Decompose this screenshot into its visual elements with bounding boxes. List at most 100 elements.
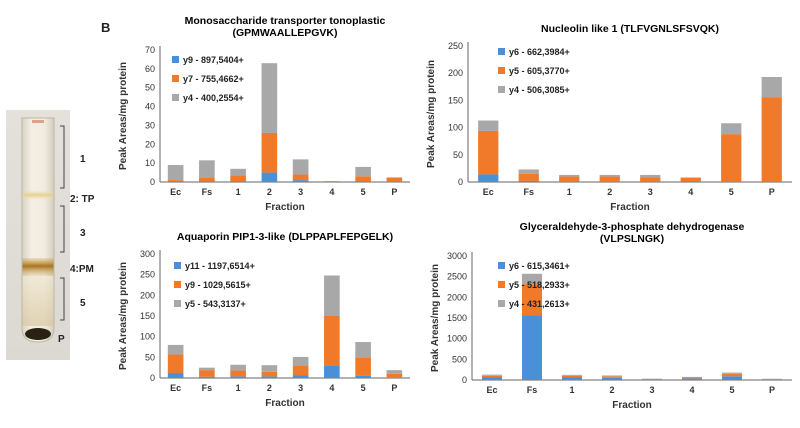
x-tick-label: 2 (267, 187, 272, 197)
y-tick-label: 2500 (447, 272, 467, 282)
bar-y11-2 (261, 376, 278, 378)
bar-y4-4 (324, 181, 340, 182)
x-tick-label: Ec (486, 385, 497, 395)
bar-y9-2 (261, 371, 278, 377)
legend-label: y5 - 605,3770+ (509, 66, 570, 76)
y-tick-label: 3000 (447, 251, 467, 261)
tube-label-3: 3 (80, 228, 86, 239)
bar-y6-fs (518, 180, 539, 182)
bar-y5-3 (640, 177, 661, 182)
bar-y6-1 (559, 181, 580, 182)
legend-label: y6 - 662,3984+ (509, 47, 570, 57)
chart-subtitle: (GPMWAALLEPGVK) (233, 27, 338, 39)
bar-y4-p (761, 77, 782, 98)
x-tick-label: 2 (609, 385, 614, 395)
tonoplast-band (22, 190, 54, 200)
x-tick-label: P (391, 383, 397, 393)
bar-y5-2 (602, 376, 622, 378)
bar-y6-fs (522, 315, 542, 380)
bar-y6-p (761, 181, 782, 182)
x-axis-title: Fraction (610, 202, 649, 213)
legend-label: y5 - 543,3137+ (185, 299, 246, 309)
x-axis-title: Fraction (265, 398, 304, 409)
x-tick-label: 5 (729, 187, 734, 197)
x-tick-label: Ec (170, 187, 181, 197)
bar-y5-4 (680, 177, 701, 182)
x-tick-label: 1 (567, 187, 572, 197)
bar-y6-ec (482, 377, 502, 380)
legend-swatch (498, 86, 505, 93)
x-tick-label: 4 (329, 187, 334, 197)
x-tick-label: 3 (298, 383, 303, 393)
bar-y9-3 (292, 180, 309, 182)
x-axis-title: Fraction (265, 202, 304, 213)
y-tick-label: 0 (458, 177, 463, 187)
bar-y9-ec (167, 181, 184, 182)
bar-y5-fs (522, 284, 542, 316)
bar-y5-fs (199, 367, 215, 371)
bar-y5-4 (324, 275, 340, 316)
legend-label: y6 - 615,3461+ (509, 261, 570, 271)
chart-svg: Nucleolin like 1 (TLFVGNLSFSVQK)05010015… (426, 23, 792, 213)
chart-subtitle: (VLPSLNGK) (600, 233, 664, 245)
legend-label: y4 - 431,2613+ (509, 299, 570, 309)
bar-y5-4 (682, 377, 702, 379)
bar-y11-fs (199, 376, 215, 378)
tube-label-pm: 4:PM (70, 264, 94, 275)
x-tick-label: P (391, 187, 397, 197)
legend-swatch (498, 262, 505, 269)
chart-title: Monosaccharide transporter tonoplastic (185, 15, 386, 27)
bar-y5-2 (261, 365, 278, 372)
gradient-tube-svg: 1 2: TP 3 4:PM 5 P (6, 110, 95, 360)
bar-y6-1 (562, 377, 582, 380)
x-tick-label: Ec (170, 383, 181, 393)
bar-y6-4 (682, 378, 702, 380)
bar-y9-1 (230, 181, 246, 182)
bar-y4-1 (559, 174, 580, 177)
y-axis-title: Peak Areas/mg protein (430, 264, 441, 372)
bar-y4-5 (722, 372, 742, 374)
chart-svg: Aquaporin PIP1-3-like (DLPPAPLFEPGELK) 0 5… (118, 231, 410, 409)
x-tick-label: 5 (729, 385, 734, 395)
y-axis-title: Peak Areas/mg protein (118, 62, 129, 170)
bar-y5-1 (559, 176, 580, 182)
bar-y11-4 (324, 365, 340, 378)
x-tick-label: 5 (361, 383, 366, 393)
bar-y5-5 (722, 373, 742, 377)
panel-letter: B (101, 20, 111, 35)
x-tick-label: 4 (329, 383, 334, 393)
bar-y9-5 (355, 181, 371, 182)
bar-y9-p (386, 373, 403, 378)
bar-y9-2 (261, 172, 278, 182)
bar-y7-1 (230, 175, 246, 182)
bar-y11-3 (292, 375, 309, 378)
y-tick-label: 50 (145, 352, 155, 362)
legend-swatch (172, 56, 179, 63)
bar-y6-2 (602, 377, 622, 380)
tube-label-1: 1 (80, 154, 86, 165)
chart-monosaccharide-transporter: Monosaccharide transporter tonoplastic (G… (108, 6, 418, 216)
legend-swatch (498, 281, 505, 288)
bar-y6-2 (599, 181, 620, 182)
gradient-tube-figure: 1 2: TP 3 4:PM 5 P (0, 110, 140, 360)
y-tick-label: 100 (140, 332, 155, 342)
bar-y7-2 (261, 132, 278, 173)
bar-y5-1 (230, 364, 246, 371)
bar-y11-1 (230, 376, 246, 378)
legend-label: y7 - 755,4662+ (183, 74, 244, 84)
y-tick-label: 70 (145, 45, 155, 55)
legend-swatch (498, 300, 505, 307)
y-axis-title: Peak Areas/mg protein (118, 262, 129, 370)
bar-y4-3 (292, 159, 309, 175)
chart-svg: Monosaccharide transporter tonoplastic(G… (118, 15, 410, 213)
x-tick-label: Ec (483, 187, 494, 197)
y-tick-label: 50 (145, 83, 155, 93)
legend-swatch (498, 67, 505, 74)
x-tick-label: 2 (267, 383, 272, 393)
bar-y4-4 (682, 376, 702, 378)
y-tick-label: 10 (145, 158, 155, 168)
bar-y4-3 (640, 174, 661, 178)
bar-y5-2 (599, 176, 620, 182)
pellet (25, 328, 51, 340)
bar-y5-1 (562, 375, 582, 378)
